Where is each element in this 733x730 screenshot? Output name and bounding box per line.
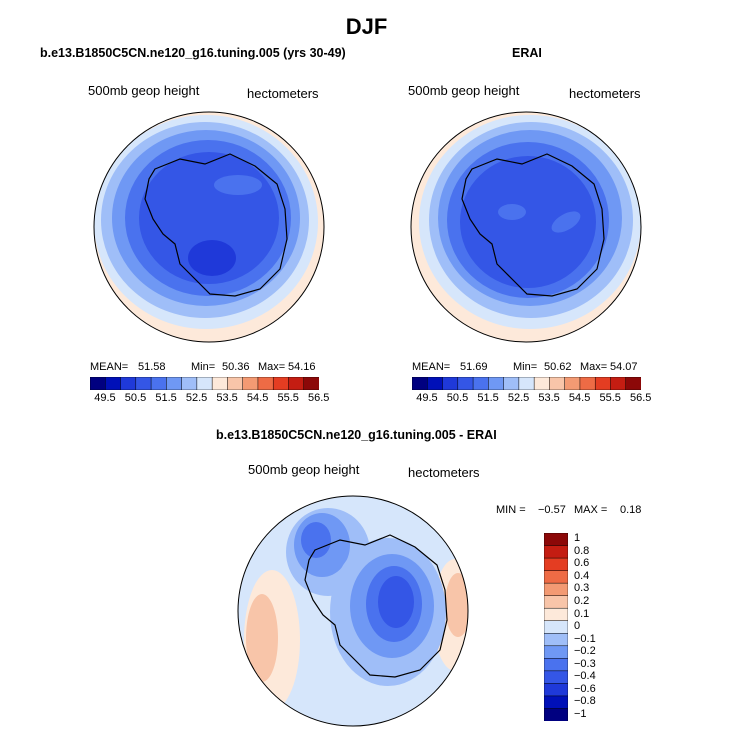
panel-2-colorbar-tick: 52.5 xyxy=(507,392,530,404)
panel-2-colorbar-tick: 49.5 xyxy=(416,392,438,404)
panel-1-min-label: Min= xyxy=(191,361,216,373)
panel-1-left-label: 500mb geop height xyxy=(88,83,200,98)
panel-1-map-border xyxy=(93,111,325,343)
panel-1-colorbar-tick: 52.5 xyxy=(185,392,208,404)
panel-1-colorbar-tick: 51.5 xyxy=(155,392,177,404)
figure-title: DJF xyxy=(345,14,388,39)
panel-2-title: ERAI xyxy=(512,46,542,60)
panel-2-colorbar-tick: 56.5 xyxy=(630,392,652,404)
panel-3-colorbar-tick: 0.6 xyxy=(574,557,590,570)
panel-1-colorbar-tick: 50.5 xyxy=(124,392,147,404)
panel-1-max-label: Max= xyxy=(258,361,286,373)
panel-3-colorbar-tick: 0.1 xyxy=(574,607,590,620)
panel-3-colorbar-svg xyxy=(543,532,569,722)
panel-3-colorbar-tick: −0.2 xyxy=(574,645,596,658)
panel-1-colorbar xyxy=(89,376,320,391)
panel-2-min-value: 50.62 xyxy=(544,361,572,373)
panel-1-colorbar-ticks: 49.5 50.5 51.5 52.5 53.5 54.5 55.5 56.5 xyxy=(90,392,329,406)
panel-1-colorbar-tick: 56.5 xyxy=(308,392,330,404)
panel-3-band-pos-east-b xyxy=(445,573,468,637)
panel-3-max-value: 0.18 xyxy=(620,504,642,516)
panel-3-colorbar-tick: −1 xyxy=(574,707,587,720)
panel-2-colorbar-tick: 50.5 xyxy=(446,392,469,404)
panel-3-colorbar-tick: 1 xyxy=(574,532,581,545)
panel-2-colorbar-svg xyxy=(411,376,642,391)
panel-2-right-label: hectometers xyxy=(569,86,641,101)
panel-3-max-label: MAX = xyxy=(574,504,608,516)
panel-3-colorbar-tick: 0.3 xyxy=(574,582,590,595)
panel-1-right-label: hectometers xyxy=(247,86,319,101)
panel-2-left-label: 500mb geop height xyxy=(408,83,520,98)
panel-2-min-label: Min= xyxy=(513,361,538,373)
panel-3-colorbar-ticks: 1 0.8 0.6 0.4 0.3 0.2 0.1 0 −0.1 −0.2 −0.3 −0.4 −0.6… xyxy=(574,532,614,721)
panel-1-max-value: 54.16 xyxy=(288,361,316,373)
panel-1-colorbar-tick: 53.5 xyxy=(216,392,238,404)
panel-1-mean-value: 51.58 xyxy=(138,361,166,373)
panel-2-colorbar xyxy=(411,376,642,391)
panel-3-colorbar-tick: −0.1 xyxy=(574,632,596,645)
panel-1-band-high xyxy=(214,175,262,195)
panel-3-map xyxy=(238,496,468,726)
panel-2-band-50 xyxy=(460,156,596,288)
panel-1-colorbar-tick: 54.5 xyxy=(246,392,269,404)
panel-3-colorbar-tick: −0.3 xyxy=(574,657,596,670)
panel-3-colorbar-tick: −0.6 xyxy=(574,682,596,695)
panel-1-mean-label: MEAN= xyxy=(90,361,129,373)
panel-3-band-neg-center-d xyxy=(378,576,414,628)
panel-2-colorbar-tick: 51.5 xyxy=(477,392,499,404)
panel-2-band-high xyxy=(551,211,581,233)
panel-3-title: b.e13.B1850C5CN.ne120_g16.tuning.005 - E… xyxy=(216,428,497,442)
panel-1-map xyxy=(94,112,324,342)
panel-1-title: b.e13.B1850C5CN.ne120_g16.tuning.005 (yr… xyxy=(40,46,346,60)
panel-3-map-border xyxy=(237,495,469,727)
panel-1-min-value: 50.36 xyxy=(222,361,250,373)
panel-2-band-high-b xyxy=(498,204,526,220)
panel-3-colorbar-tick: −0.4 xyxy=(574,670,596,683)
panel-3-colorbar xyxy=(543,532,569,722)
panel-1-colorbar-tick: 49.5 xyxy=(94,392,116,404)
panel-2-colorbar-tick: 54.5 xyxy=(568,392,591,404)
panel-2-colorbar-tick: 55.5 xyxy=(599,392,621,404)
panel-2-map xyxy=(411,112,641,342)
panel-2-map-border xyxy=(410,111,642,343)
panel-2-mean-label: MEAN= xyxy=(412,361,451,373)
panel-2-mean-value: 51.69 xyxy=(460,361,488,373)
panel-3-min-value: −0.57 xyxy=(538,504,566,516)
panel-3-colorbar-tick: 0.2 xyxy=(574,594,590,607)
panel-3-right-label: hectometers xyxy=(408,465,480,480)
panel-3-colorbar-tick: 0 xyxy=(574,620,581,632)
panel-2-colorbar-tick: 53.5 xyxy=(538,392,560,404)
panel-2-max-label: Max= xyxy=(580,361,608,373)
panel-2-max-value: 54.07 xyxy=(610,361,638,373)
panel-3-colorbar-tick: 0.8 xyxy=(574,544,590,557)
panel-3-band-neg-nw-c xyxy=(301,522,331,558)
panel-3-colorbar-tick: 0.4 xyxy=(574,569,590,582)
panel-1-colorbar-tick: 55.5 xyxy=(277,392,299,404)
panel-3-left-label: 500mb geop height xyxy=(248,462,360,477)
panel-1-band-50a xyxy=(188,240,236,276)
panel-3-colorbar-tick: −0.8 xyxy=(574,695,596,708)
panel-3-min-label: MIN = xyxy=(496,504,526,516)
panel-2-colorbar-ticks: 49.5 50.5 51.5 52.5 53.5 54.5 55.5 56.5 xyxy=(412,392,651,406)
panel-3-band-pos-west-b xyxy=(246,594,278,682)
